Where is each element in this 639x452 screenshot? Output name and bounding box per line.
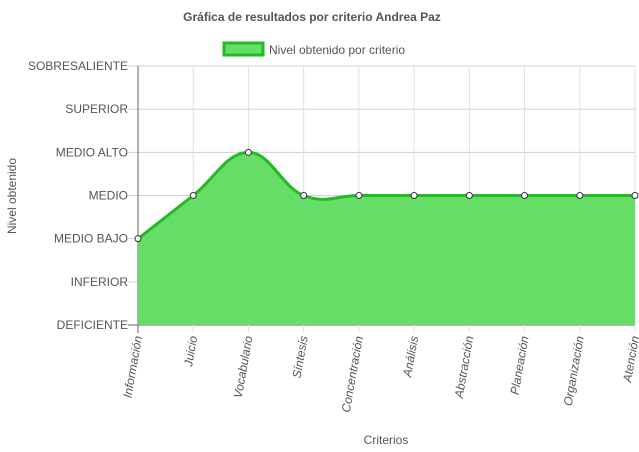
y-tick-label: SOBRESALIENTE (28, 59, 128, 73)
y-tick-label: MEDIO BAJO (54, 232, 128, 246)
data-point[interactable] (521, 192, 529, 199)
x-tick-label: Atención (620, 335, 639, 385)
y-axis-ticks: DEFICIENTE INFERIOR MEDIO BAJO MEDIO MEDIO A… (28, 59, 128, 332)
x-tick-label: Síntesis (290, 335, 311, 379)
data-point[interactable] (189, 192, 197, 199)
y-tick-label: SUPERIOR (65, 102, 128, 116)
series-area (137, 150, 635, 325)
x-tick-label: Información (120, 335, 145, 399)
y-tick-label: DEFICIENTE (57, 318, 128, 332)
legend-label: Nivel obtenido por criterio (269, 43, 405, 57)
x-axis-title: Criterios (364, 433, 409, 447)
y-tick-label: INFERIOR (71, 275, 129, 289)
legend[interactable]: Nivel obtenido por criterio (222, 41, 405, 57)
data-point[interactable] (134, 235, 142, 243)
x-tick-label: Análisis (400, 335, 421, 379)
y-tick-label: MEDIO ALTO (56, 145, 128, 159)
y-tick-label: MEDIO (89, 189, 128, 203)
data-point[interactable] (410, 192, 418, 199)
data-point[interactable] (300, 192, 308, 199)
y-axis-title: Nivel obtenido (5, 158, 19, 234)
x-tick-label: Planeación (508, 335, 532, 396)
x-tick-label: Vocabulario (231, 335, 256, 400)
data-point[interactable] (244, 148, 252, 156)
data-points[interactable] (134, 148, 639, 243)
x-tick-label: Juicio (181, 335, 200, 369)
data-point[interactable] (631, 192, 639, 199)
data-point[interactable] (465, 192, 473, 199)
chart-title: Gráfica de resultados por criterio Andre… (183, 10, 441, 24)
data-point[interactable] (576, 192, 584, 199)
legend-swatch (222, 41, 265, 57)
x-tick-label: Abstracción (452, 335, 477, 400)
x-tick-label: Organización (561, 335, 587, 407)
x-tick-label: Concentración (339, 335, 366, 414)
x-axis-ticks: Información Juicio Vocabulario Síntesis Conc… (120, 335, 639, 414)
series-line (137, 150, 635, 240)
data-point[interactable] (355, 192, 363, 199)
